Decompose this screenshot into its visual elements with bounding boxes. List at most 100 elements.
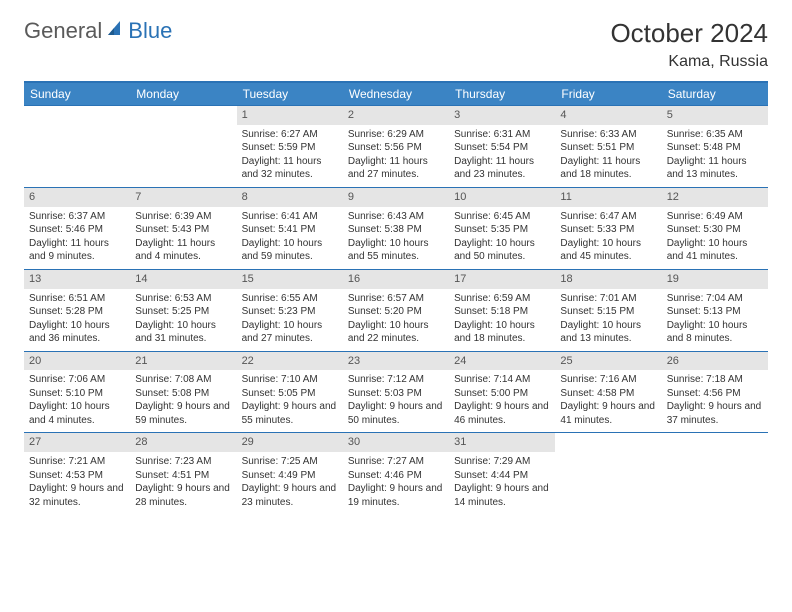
sunrise-text: Sunrise: 6:37 AM (29, 210, 125, 224)
daylight-text: Daylight: 10 hours and 13 minutes. (560, 319, 656, 346)
calendar-cell: 9Sunrise: 6:43 AMSunset: 5:38 PMDaylight… (343, 188, 449, 269)
day-number: 17 (449, 270, 555, 289)
sunrise-text: Sunrise: 6:57 AM (348, 292, 444, 306)
sunrise-text: Sunrise: 7:29 AM (454, 455, 550, 469)
daylight-text: Daylight: 11 hours and 9 minutes. (29, 237, 125, 264)
day-number: 19 (662, 270, 768, 289)
cell-body: Sunrise: 6:39 AMSunset: 5:43 PMDaylight:… (130, 207, 236, 269)
daylight-text: Daylight: 10 hours and 8 minutes. (667, 319, 763, 346)
dayheader: Friday (555, 83, 661, 105)
sunrise-text: Sunrise: 7:04 AM (667, 292, 763, 306)
sunset-text: Sunset: 5:56 PM (348, 141, 444, 155)
cell-body: Sunrise: 6:47 AMSunset: 5:33 PMDaylight:… (555, 207, 661, 269)
calendar-cell: 8Sunrise: 6:41 AMSunset: 5:41 PMDaylight… (237, 188, 343, 269)
daylight-text: Daylight: 9 hours and 41 minutes. (560, 400, 656, 427)
day-number: 31 (449, 433, 555, 452)
day-number: 23 (343, 352, 449, 371)
week-row: 13Sunrise: 6:51 AMSunset: 5:28 PMDayligh… (24, 269, 768, 351)
day-number: 24 (449, 352, 555, 371)
cell-body: Sunrise: 6:31 AMSunset: 5:54 PMDaylight:… (449, 125, 555, 187)
sunrise-text: Sunrise: 7:12 AM (348, 373, 444, 387)
sunset-text: Sunset: 4:51 PM (135, 469, 231, 483)
calendar-cell: 24Sunrise: 7:14 AMSunset: 5:00 PMDayligh… (449, 352, 555, 433)
sunset-text: Sunset: 5:03 PM (348, 387, 444, 401)
cell-body: Sunrise: 7:21 AMSunset: 4:53 PMDaylight:… (24, 452, 130, 514)
cell-body: Sunrise: 6:33 AMSunset: 5:51 PMDaylight:… (555, 125, 661, 187)
sunrise-text: Sunrise: 6:41 AM (242, 210, 338, 224)
cell-body: Sunrise: 6:49 AMSunset: 5:30 PMDaylight:… (662, 207, 768, 269)
logo-text-general: General (24, 18, 102, 44)
day-number: 20 (24, 352, 130, 371)
daylight-text: Daylight: 11 hours and 32 minutes. (242, 155, 338, 182)
day-number: 15 (237, 270, 343, 289)
sunrise-text: Sunrise: 7:14 AM (454, 373, 550, 387)
dayheader-row: SundayMondayTuesdayWednesdayThursdayFrid… (24, 83, 768, 105)
cell-body: Sunrise: 6:57 AMSunset: 5:20 PMDaylight:… (343, 289, 449, 351)
sunset-text: Sunset: 5:46 PM (29, 223, 125, 237)
daylight-text: Daylight: 10 hours and 31 minutes. (135, 319, 231, 346)
sunrise-text: Sunrise: 7:06 AM (29, 373, 125, 387)
daylight-text: Daylight: 9 hours and 28 minutes. (135, 482, 231, 509)
sunset-text: Sunset: 5:43 PM (135, 223, 231, 237)
cell-body: Sunrise: 7:12 AMSunset: 5:03 PMDaylight:… (343, 370, 449, 432)
day-number: 28 (130, 433, 236, 452)
logo-sail-icon (106, 19, 126, 44)
dayheader: Tuesday (237, 83, 343, 105)
sunrise-text: Sunrise: 6:27 AM (242, 128, 338, 142)
sunset-text: Sunset: 4:53 PM (29, 469, 125, 483)
calendar-cell: 2Sunrise: 6:29 AMSunset: 5:56 PMDaylight… (343, 106, 449, 187)
cell-body: Sunrise: 6:27 AMSunset: 5:59 PMDaylight:… (237, 125, 343, 187)
dayheader: Monday (130, 83, 236, 105)
sunset-text: Sunset: 4:49 PM (242, 469, 338, 483)
logo: General Blue (24, 18, 172, 44)
calendar-cell: 15Sunrise: 6:55 AMSunset: 5:23 PMDayligh… (237, 270, 343, 351)
header: General Blue October 2024 Kama, Russia (24, 18, 768, 71)
calendar-cell: 19Sunrise: 7:04 AMSunset: 5:13 PMDayligh… (662, 270, 768, 351)
sunrise-text: Sunrise: 7:21 AM (29, 455, 125, 469)
cell-body: Sunrise: 6:41 AMSunset: 5:41 PMDaylight:… (237, 207, 343, 269)
cell-body: Sunrise: 7:29 AMSunset: 4:44 PMDaylight:… (449, 452, 555, 514)
calendar-cell: 10Sunrise: 6:45 AMSunset: 5:35 PMDayligh… (449, 188, 555, 269)
sunrise-text: Sunrise: 7:08 AM (135, 373, 231, 387)
daylight-text: Daylight: 11 hours and 18 minutes. (560, 155, 656, 182)
cell-body: Sunrise: 7:14 AMSunset: 5:00 PMDaylight:… (449, 370, 555, 432)
sunset-text: Sunset: 5:28 PM (29, 305, 125, 319)
daylight-text: Daylight: 9 hours and 37 minutes. (667, 400, 763, 427)
cell-body: Sunrise: 7:18 AMSunset: 4:56 PMDaylight:… (662, 370, 768, 432)
calendar-cell: 22Sunrise: 7:10 AMSunset: 5:05 PMDayligh… (237, 352, 343, 433)
cell-body: Sunrise: 6:35 AMSunset: 5:48 PMDaylight:… (662, 125, 768, 187)
daylight-text: Daylight: 10 hours and 59 minutes. (242, 237, 338, 264)
cell-body: Sunrise: 6:53 AMSunset: 5:25 PMDaylight:… (130, 289, 236, 351)
sunrise-text: Sunrise: 6:29 AM (348, 128, 444, 142)
day-number: 22 (237, 352, 343, 371)
cell-body: Sunrise: 7:06 AMSunset: 5:10 PMDaylight:… (24, 370, 130, 432)
sunset-text: Sunset: 5:41 PM (242, 223, 338, 237)
sunset-text: Sunset: 4:44 PM (454, 469, 550, 483)
day-number: 27 (24, 433, 130, 452)
sunrise-text: Sunrise: 7:01 AM (560, 292, 656, 306)
sunset-text: Sunset: 5:38 PM (348, 223, 444, 237)
cell-body: Sunrise: 7:04 AMSunset: 5:13 PMDaylight:… (662, 289, 768, 351)
sunset-text: Sunset: 5:35 PM (454, 223, 550, 237)
cell-body: Sunrise: 7:16 AMSunset: 4:58 PMDaylight:… (555, 370, 661, 432)
month-title: October 2024 (610, 18, 768, 49)
sunset-text: Sunset: 4:58 PM (560, 387, 656, 401)
sunrise-text: Sunrise: 6:31 AM (454, 128, 550, 142)
day-number: 3 (449, 106, 555, 125)
cell-body: Sunrise: 7:23 AMSunset: 4:51 PMDaylight:… (130, 452, 236, 514)
sunrise-text: Sunrise: 7:10 AM (242, 373, 338, 387)
logo-text-blue: Blue (128, 18, 172, 44)
calendar-cell: 23Sunrise: 7:12 AMSunset: 5:03 PMDayligh… (343, 352, 449, 433)
cell-body: Sunrise: 6:29 AMSunset: 5:56 PMDaylight:… (343, 125, 449, 187)
sunset-text: Sunset: 5:20 PM (348, 305, 444, 319)
sunset-text: Sunset: 5:54 PM (454, 141, 550, 155)
cell-body: Sunrise: 6:59 AMSunset: 5:18 PMDaylight:… (449, 289, 555, 351)
daylight-text: Daylight: 10 hours and 27 minutes. (242, 319, 338, 346)
dayheader: Wednesday (343, 83, 449, 105)
daylight-text: Daylight: 10 hours and 55 minutes. (348, 237, 444, 264)
calendar-cell: 13Sunrise: 6:51 AMSunset: 5:28 PMDayligh… (24, 270, 130, 351)
sunset-text: Sunset: 5:10 PM (29, 387, 125, 401)
calendar-cell: 16Sunrise: 6:57 AMSunset: 5:20 PMDayligh… (343, 270, 449, 351)
daylight-text: Daylight: 10 hours and 45 minutes. (560, 237, 656, 264)
sunrise-text: Sunrise: 6:59 AM (454, 292, 550, 306)
